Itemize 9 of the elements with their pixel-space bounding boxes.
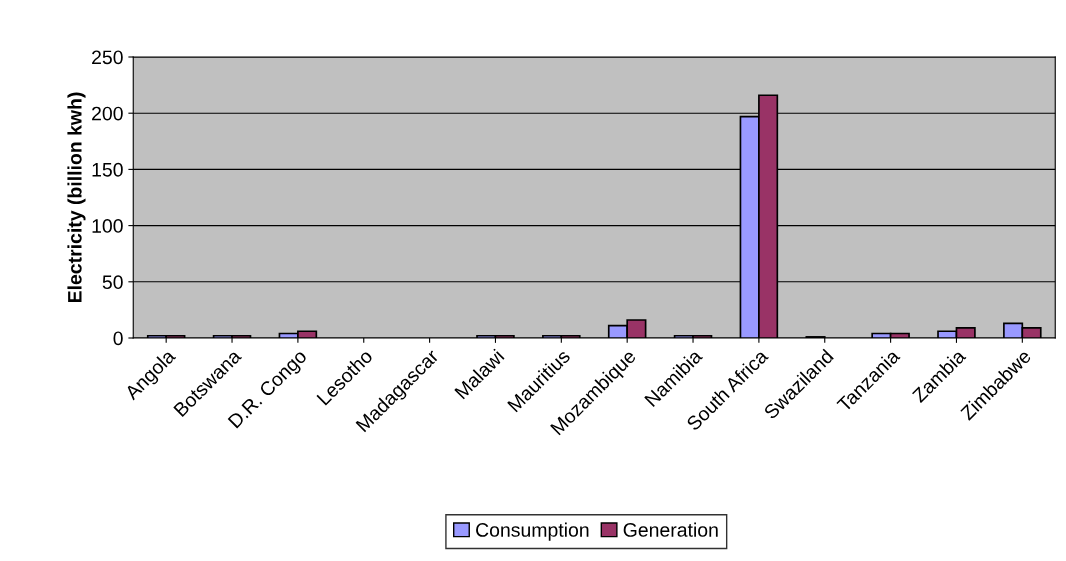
y-tick-label: 200 xyxy=(92,106,123,121)
y-tick-label: 150 xyxy=(92,162,123,177)
legend-label: Generation xyxy=(623,522,718,537)
y-axis-title: Electricity (billion kwh) xyxy=(67,92,86,303)
legend-label: Consumption xyxy=(476,522,589,541)
y-tick-label: 0 xyxy=(113,331,123,346)
y-tick-label: 50 xyxy=(102,275,123,290)
y-tick-label: 250 xyxy=(92,50,123,65)
y-tick-label: 100 xyxy=(92,219,123,233)
